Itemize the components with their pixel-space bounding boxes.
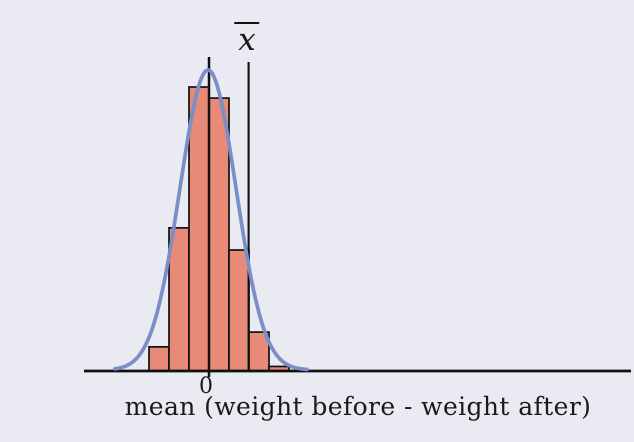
histogram-bar <box>228 249 250 372</box>
histogram-bar <box>208 97 230 372</box>
normal-curve <box>113 68 309 372</box>
histogram-bar <box>148 346 170 372</box>
x-axis-tick-label-zero: 0 <box>199 374 213 399</box>
x-axis-title: mean (weight before - weight after) <box>124 392 592 421</box>
histogram-bar <box>188 86 210 372</box>
xbar-overline-text: x <box>234 22 260 56</box>
xbar-mean-line-label: x <box>234 22 260 56</box>
